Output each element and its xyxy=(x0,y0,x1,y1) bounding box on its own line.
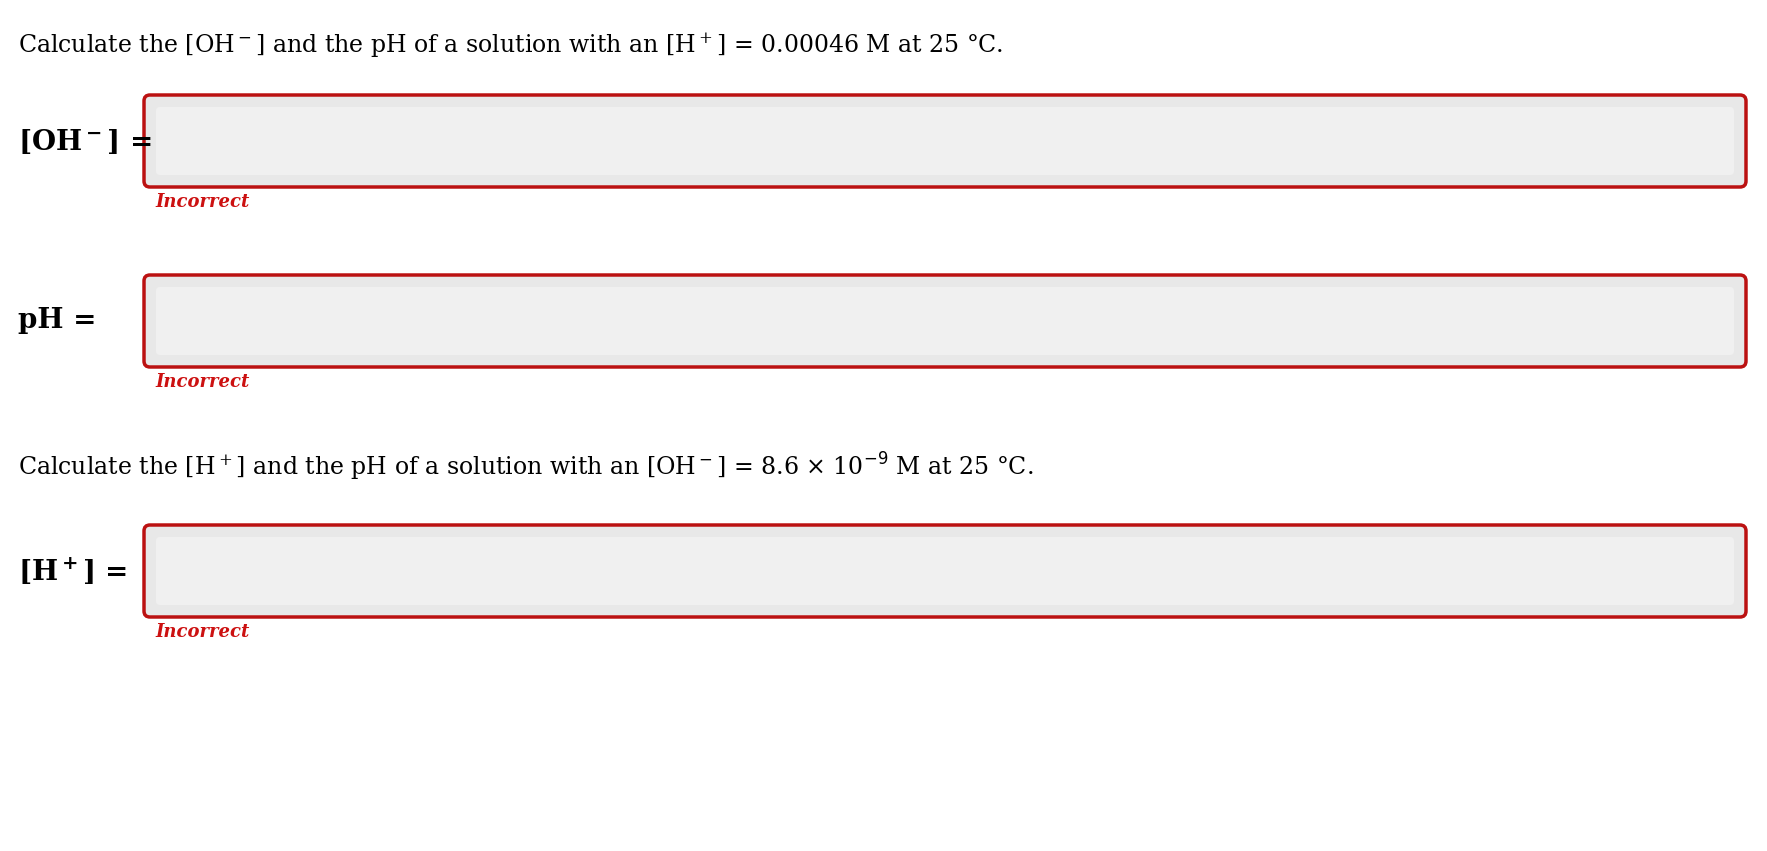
Text: Incorrect: Incorrect xyxy=(155,373,249,391)
Text: $\mathregular{[OH^-]}$ =: $\mathregular{[OH^-]}$ = xyxy=(18,127,152,156)
Text: Incorrect: Incorrect xyxy=(155,193,249,211)
FancyBboxPatch shape xyxy=(155,107,1733,175)
Text: $\mathregular{[H^+]}$ =: $\mathregular{[H^+]}$ = xyxy=(18,556,127,586)
Text: Incorrect: Incorrect xyxy=(155,623,249,641)
FancyBboxPatch shape xyxy=(155,537,1733,605)
FancyBboxPatch shape xyxy=(143,275,1746,367)
FancyBboxPatch shape xyxy=(143,525,1746,617)
FancyBboxPatch shape xyxy=(143,95,1746,187)
Text: pH =: pH = xyxy=(18,307,97,334)
FancyBboxPatch shape xyxy=(155,287,1733,355)
Text: Calculate the $\mathregular{[H^+]}$ and the pH of a solution with an $\mathregul: Calculate the $\mathregular{[H^+]}$ and … xyxy=(18,451,1034,483)
Text: Calculate the $\mathregular{[OH^-]}$ and the pH of a solution with an $\mathregu: Calculate the $\mathregular{[OH^-]}$ and… xyxy=(18,31,1004,60)
